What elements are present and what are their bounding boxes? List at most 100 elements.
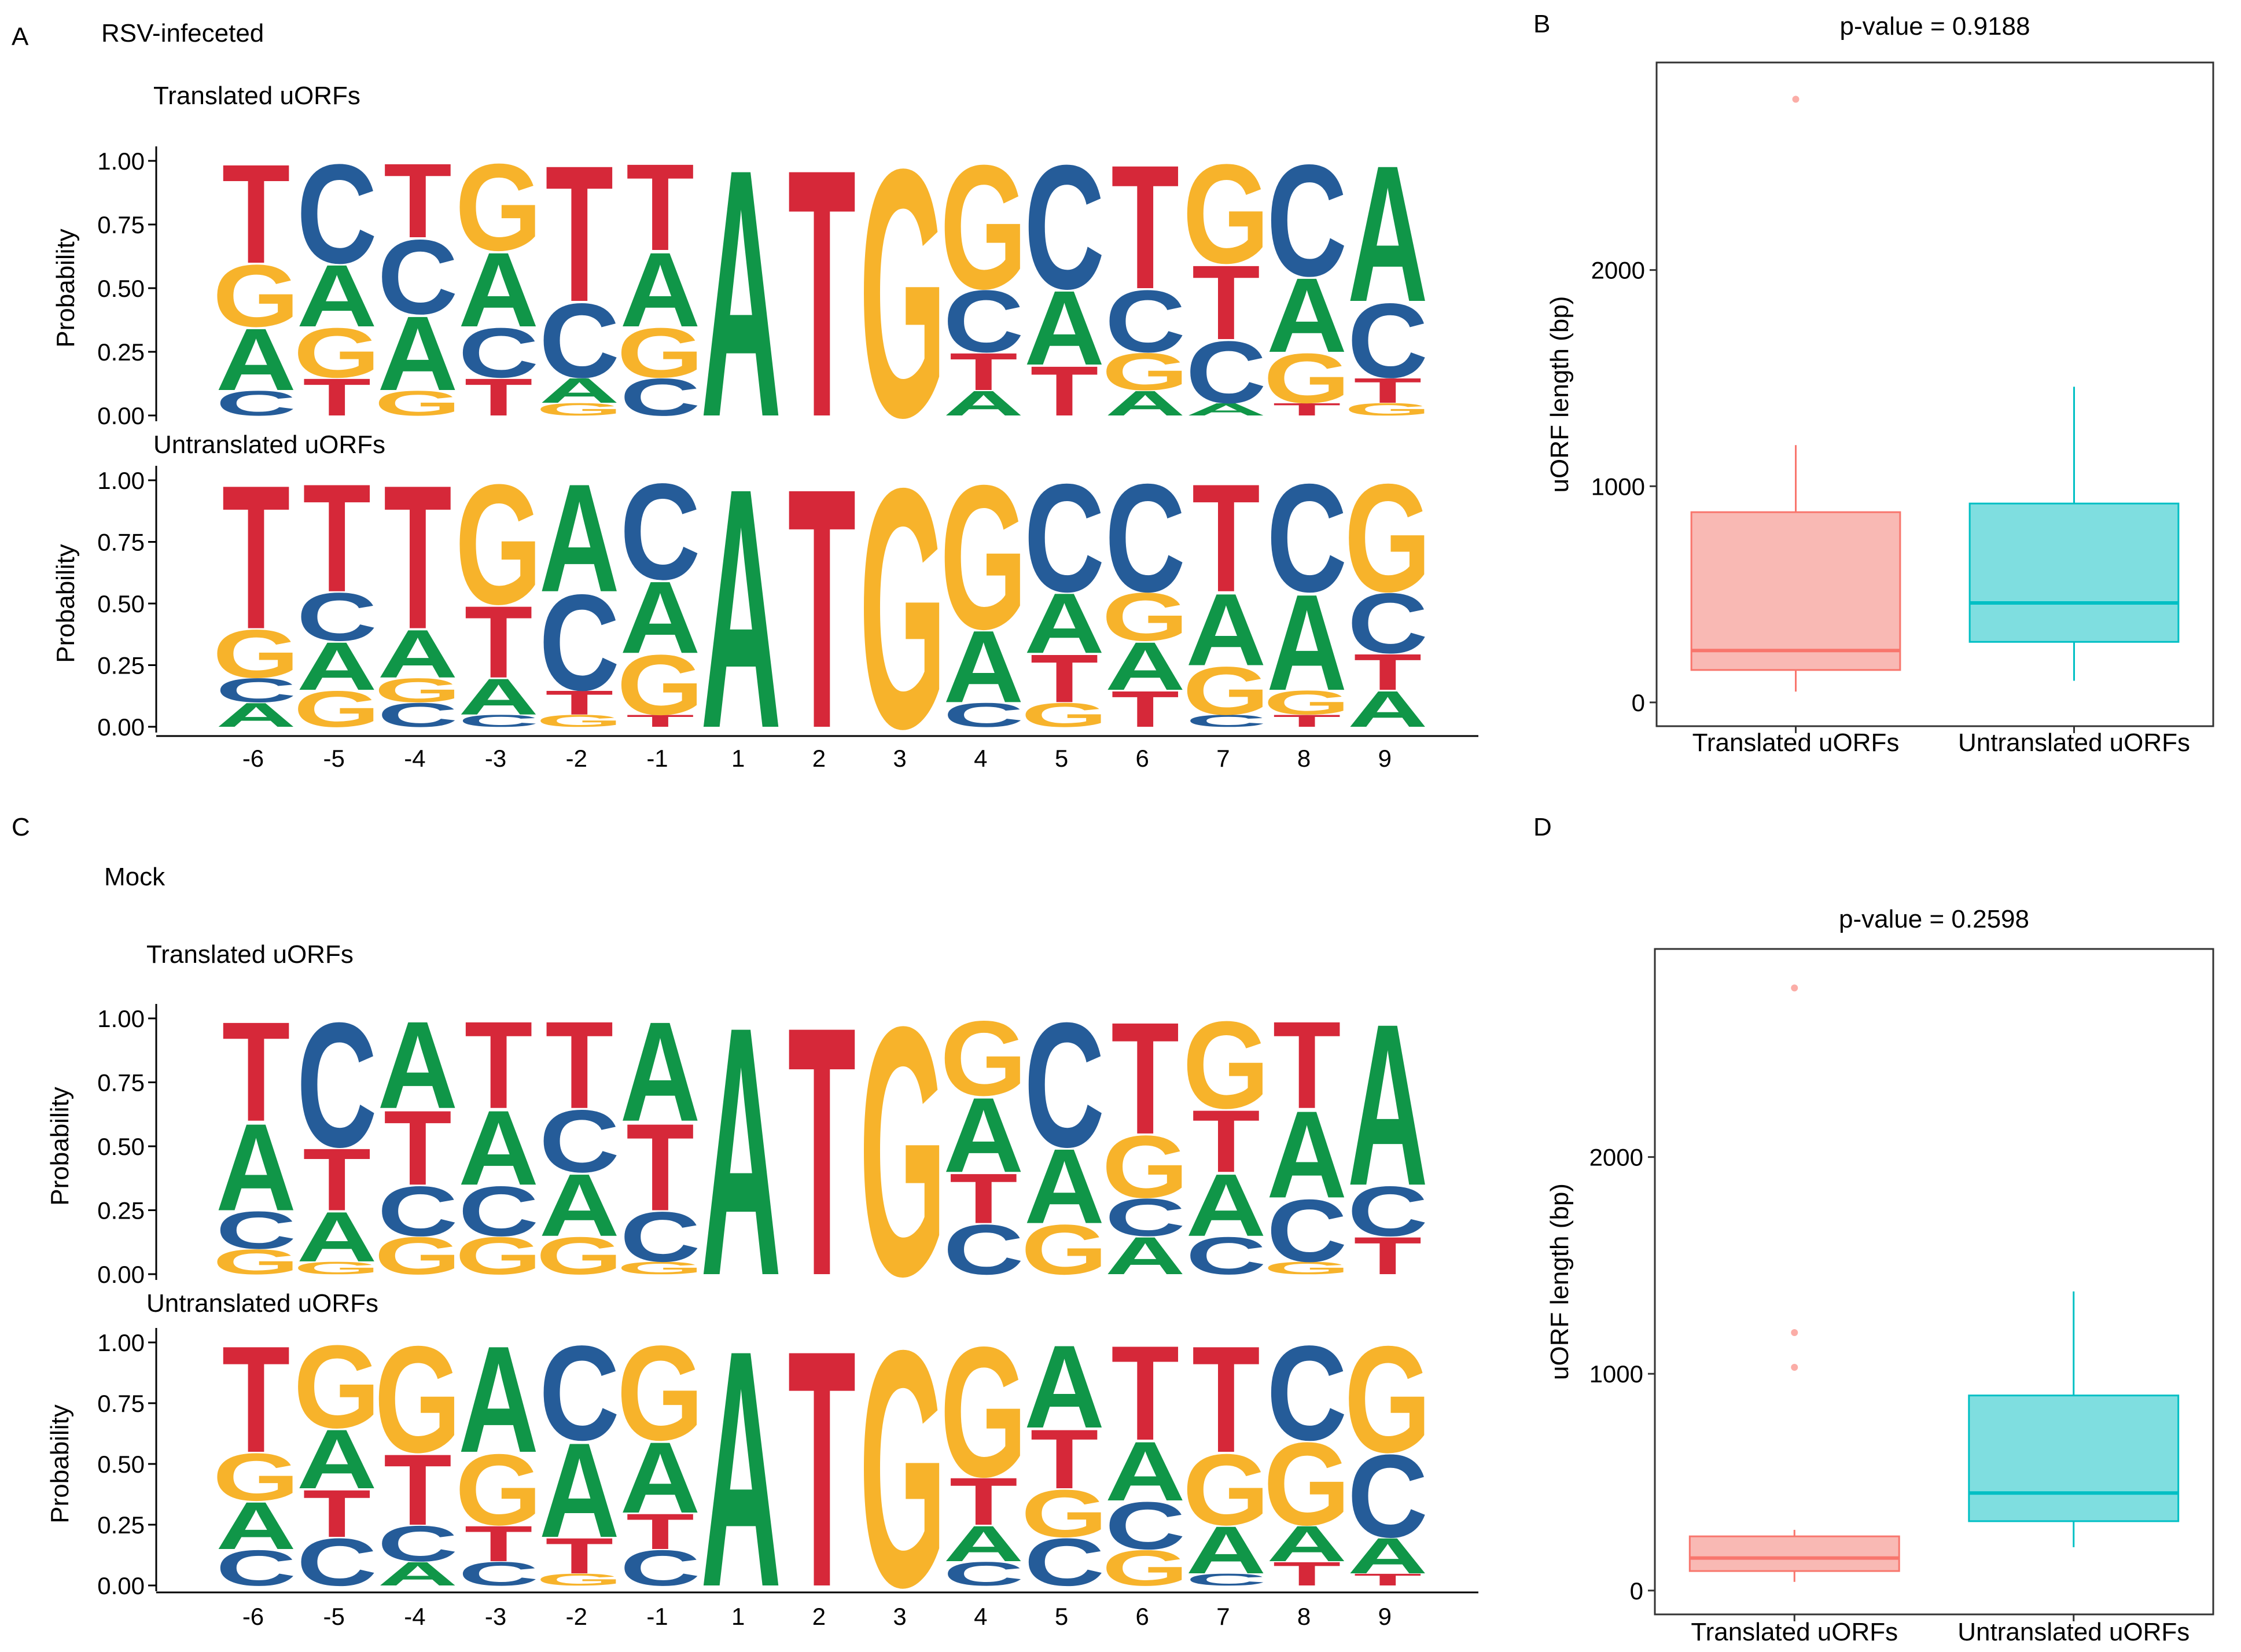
boxplot-title: p-value = 0.9188 xyxy=(1839,12,2030,41)
y-tick-label: 0.75 xyxy=(97,529,145,556)
y-tick-label: 0 xyxy=(1630,1577,1643,1605)
logo-letter-a: A xyxy=(1267,256,1347,374)
y-tick-label: 0.25 xyxy=(97,652,145,679)
logo-letter-a: A xyxy=(701,96,781,491)
x-tick-label: 2 xyxy=(812,1603,826,1630)
x-tick-label: 6 xyxy=(1136,1603,1149,1630)
y-tick-label: 0.50 xyxy=(97,1133,145,1160)
logo-letter-a: A xyxy=(701,1281,781,1652)
logo-letter-c: C xyxy=(1186,1570,1266,1590)
y-tick-label: 0.00 xyxy=(97,1572,145,1599)
logo-letter-t: T xyxy=(788,1281,856,1652)
logo-letter-c: C xyxy=(1024,452,1105,624)
logo-letter-c: C xyxy=(943,696,1024,734)
logo-title: Untranslated uORFs xyxy=(153,431,385,459)
logo-letter-t: T xyxy=(545,684,613,722)
logo-letter-t: T xyxy=(626,1503,694,1560)
panel-letter-a: A xyxy=(12,23,29,51)
logo-letter-t: T xyxy=(1353,1226,1422,1286)
logo-letter-g: G xyxy=(536,1570,623,1590)
x-category-label: Untranslated uORFs xyxy=(1958,729,2190,757)
logo-letter-c: C xyxy=(620,1540,700,1596)
y-tick-label: 0.00 xyxy=(97,1261,145,1288)
logo-letter-g: G xyxy=(455,1433,542,1547)
logo-letter-g: G xyxy=(293,1258,380,1278)
y-tick-label: 0.00 xyxy=(97,402,145,429)
logo-letter-g: G xyxy=(455,448,542,640)
logo-letter-a: A xyxy=(943,1515,1024,1572)
y-tick-label: 1000 xyxy=(1589,1360,1643,1388)
y-axis-label: uORF length (bp) xyxy=(1545,1183,1574,1380)
x-tick-label: 3 xyxy=(893,745,906,772)
x-tick-label: -1 xyxy=(646,1603,668,1630)
logo-letter-g: G xyxy=(1102,1540,1188,1596)
logo-letter-c: C xyxy=(620,455,700,608)
logo-letter-a: A xyxy=(1186,573,1266,687)
logo-letter-c: C xyxy=(539,566,620,719)
y-tick-label: 1.00 xyxy=(97,467,145,494)
logo-letter-g: G xyxy=(212,246,299,345)
logo-letter-a: A xyxy=(458,1314,539,1484)
logo-letter-c: C xyxy=(1105,272,1186,370)
logo-letter-c: C xyxy=(216,1201,296,1260)
logo-letter-a: A xyxy=(943,609,1024,724)
condition-label-rsv: RSV-infeceted xyxy=(101,19,264,47)
logo-letter-g: G xyxy=(374,671,461,709)
logo-letter-g: G xyxy=(455,1226,542,1286)
x-tick-label: -5 xyxy=(323,1603,345,1630)
logo-letter-a: A xyxy=(620,992,700,1151)
logo-mock-translated: Translated uORFs 0.00 0.25 0.50 0.75 1.00 Prob… xyxy=(46,940,1428,1350)
logo-letter-a: A xyxy=(458,230,539,349)
logo-letter-a: A xyxy=(539,1415,620,1566)
logo-letter-t: T xyxy=(1273,400,1341,420)
logo-letter-g: G xyxy=(1344,1314,1431,1484)
logo-letter-g: G xyxy=(940,1308,1027,1516)
logo-letter-c: C xyxy=(297,1525,377,1600)
x-category-label: Translated uORFs xyxy=(1692,729,1900,757)
logo-letter-g: G xyxy=(1264,339,1351,418)
logo-title: Untranslated uORFs xyxy=(146,1289,378,1318)
logo-letter-g: G xyxy=(1021,1476,1107,1551)
logo-letter-c: C xyxy=(1186,1226,1266,1286)
logo-letter-c: C xyxy=(1267,452,1347,624)
logo-letter-c: C xyxy=(1348,281,1428,400)
logo-letter-g: G xyxy=(1102,579,1188,655)
logo-letter-a: A xyxy=(620,230,700,349)
y-axis-label: Probability xyxy=(46,1087,74,1205)
logo-letter-g: G xyxy=(1264,684,1351,722)
logo-letter-c: C xyxy=(1024,986,1105,1184)
logo-letter-t: T xyxy=(222,1314,290,1484)
logo-letter-g: G xyxy=(1183,652,1269,729)
x-tick-label: -3 xyxy=(485,1603,506,1630)
logo-letter-t: T xyxy=(465,1515,533,1572)
logo-letter-c: C xyxy=(458,314,539,392)
logo-letter-c: C xyxy=(297,135,377,293)
logo-letter-g: G xyxy=(1102,342,1188,402)
logo-letter-t: T xyxy=(465,367,533,427)
logo-letter-a: A xyxy=(458,668,539,725)
x-tick-label: 8 xyxy=(1297,745,1311,772)
x-tick-label: -6 xyxy=(242,1603,264,1630)
logo-letter-c: C xyxy=(1348,1430,1428,1562)
logo-letter-g: G xyxy=(212,1440,299,1515)
logo-letter-g: G xyxy=(617,1318,704,1469)
logo-letter-c: C xyxy=(297,986,377,1184)
logo-letter-t: T xyxy=(1273,1555,1341,1593)
logo-letter-g: G xyxy=(1183,135,1269,293)
logo-letter-g: G xyxy=(617,1258,704,1278)
logo-title: Translated uORFs xyxy=(146,940,354,969)
x-tick-label: 6 xyxy=(1136,745,1149,772)
logo-letter-c: C xyxy=(620,1198,700,1277)
logo-letter-a: A xyxy=(620,1421,700,1535)
boxplot-mock-length: p-value = 0.2598 0 1000 2000 uORF length (bp… xyxy=(1545,905,2214,1646)
logo-letter-c: C xyxy=(377,696,458,734)
logo-letter-g: G xyxy=(859,96,946,491)
logo-letter-t: T xyxy=(950,342,1018,402)
logo-letter-c: C xyxy=(216,384,296,423)
logo-letter-c: C xyxy=(943,272,1024,370)
logo-letter-g: G xyxy=(859,953,946,1349)
logo-letter-t: T xyxy=(384,141,452,260)
logo-letter-c: C xyxy=(943,1211,1024,1290)
logo-letter-g: G xyxy=(940,442,1027,672)
logo-letter-a: A xyxy=(1186,1513,1266,1588)
